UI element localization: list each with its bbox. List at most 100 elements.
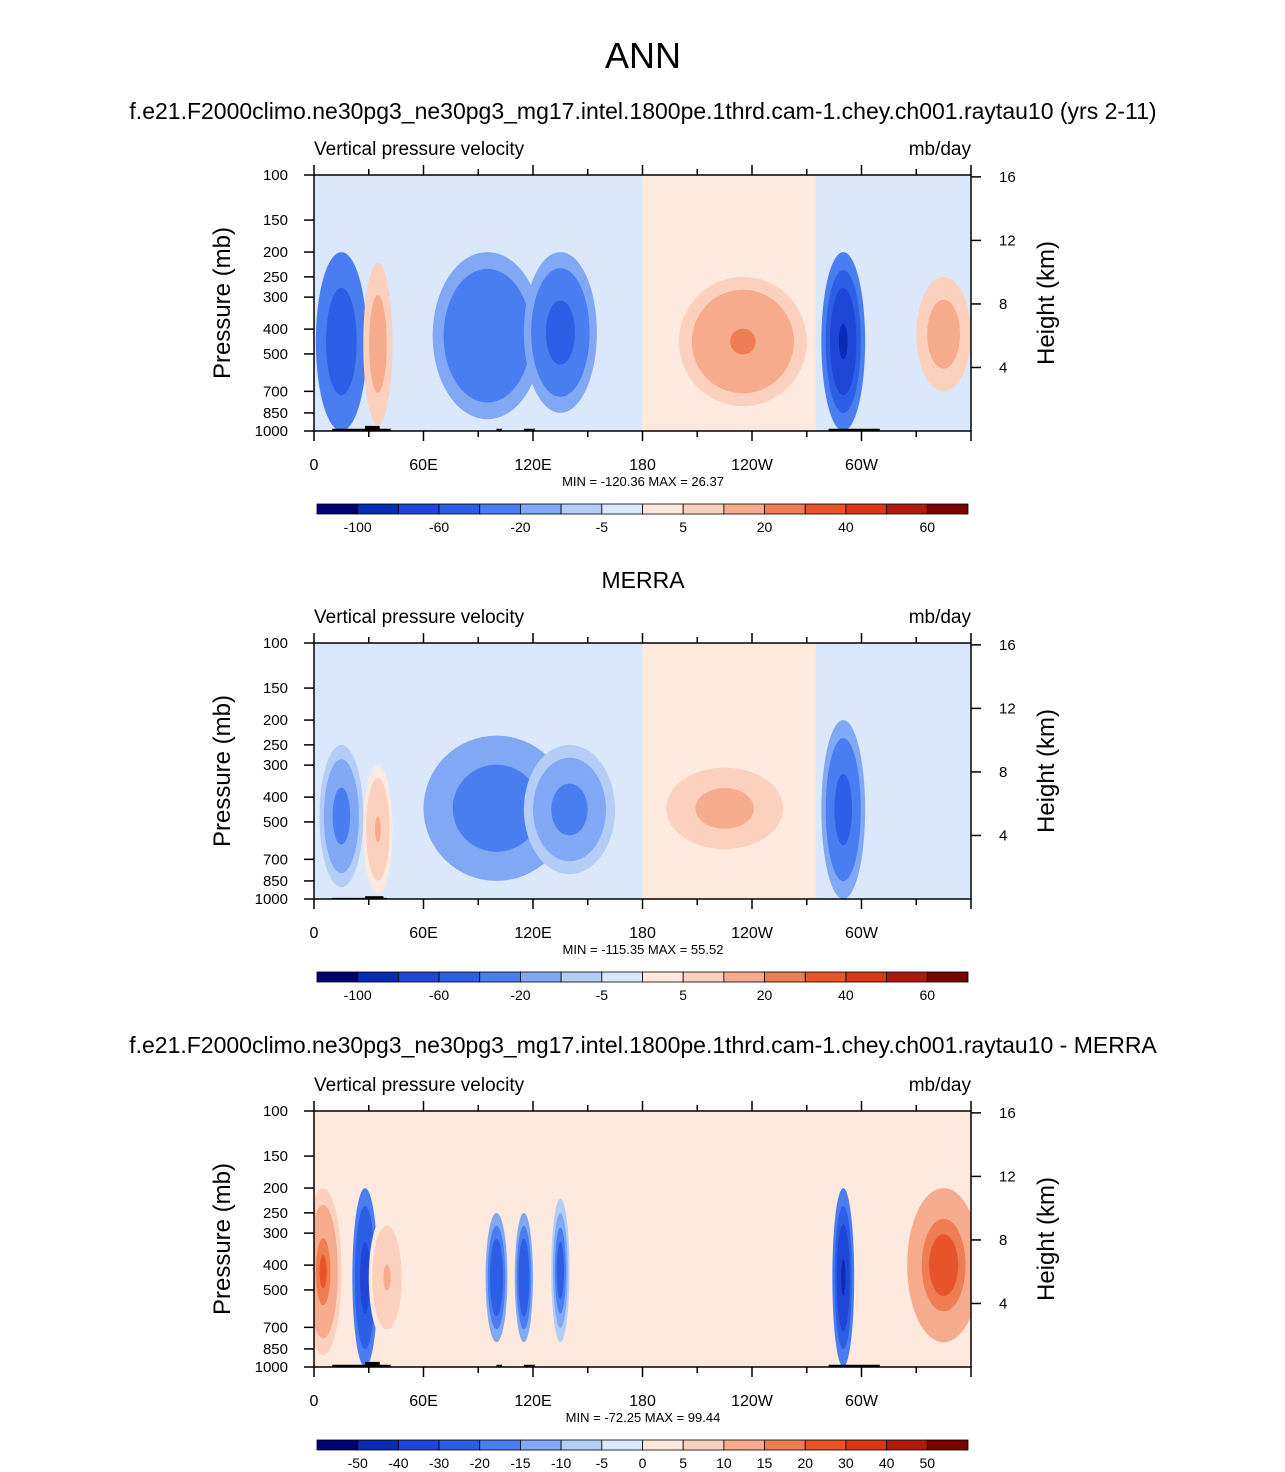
colorbar-label: -50 [348, 1455, 368, 1471]
colorbar-swatch [438, 971, 481, 983]
model-caption: f.e21.F2000climo.ne30pg3_ne30pg3_mg17.in… [129, 98, 1156, 124]
colorbar-swatch [845, 503, 888, 515]
colorbar-swatch [723, 1439, 765, 1451]
x-tick-label: 60E [409, 1393, 437, 1410]
height-tick-label: 12 [999, 1168, 1016, 1185]
colorbar-label: 30 [838, 1455, 854, 1471]
height-tick-label: 4 [999, 1295, 1007, 1312]
variable-label: Vertical pressure velocity [314, 607, 525, 628]
colorbar-label: -60 [429, 987, 449, 1003]
contour-feature [710, 798, 740, 819]
contour-feature [336, 801, 346, 831]
colorbar-label: 40 [838, 987, 854, 1003]
x-tick-label: 60E [409, 925, 437, 942]
colorbar-swatch [682, 503, 725, 515]
y-tick-label: 850 [263, 873, 288, 890]
y-tick-label: 700 [263, 851, 288, 868]
y-tick-label: 500 [263, 346, 288, 363]
colorbar-swatch [397, 503, 440, 515]
contour-feature [730, 328, 756, 355]
units-label: mb/day [909, 1075, 972, 1096]
colorbar-label: -20 [510, 987, 530, 1003]
colorbar-swatch [560, 1439, 603, 1451]
y-tick-label: 200 [263, 244, 288, 261]
colorbar-label: -20 [510, 519, 530, 535]
colorbar-swatch [520, 971, 562, 983]
contour-feature [838, 323, 848, 360]
y-tick-label: 1000 [255, 1359, 288, 1376]
height-tick-label: 8 [999, 296, 1007, 313]
y-tick-label: 100 [263, 167, 288, 184]
diff-caption: f.e21.F2000climo.ne30pg3_ne30pg3_mg17.in… [129, 1032, 1157, 1058]
height-axis-label: Height (km) [1033, 241, 1060, 365]
colorbar-label: -60 [429, 519, 449, 535]
colorbar-swatch [520, 1439, 562, 1451]
colorbar-swatch [601, 971, 643, 983]
x-tick-label: 120W [731, 1393, 774, 1410]
contour-feature [558, 1256, 563, 1285]
y-tick-label: 150 [263, 680, 288, 697]
colorbar-swatch [764, 971, 806, 983]
y-tick-label: 500 [263, 1282, 288, 1299]
colorbar-swatch [723, 503, 765, 515]
height-tick-label: 16 [999, 637, 1016, 654]
contour-feature [374, 816, 381, 843]
topography-mask [523, 1364, 535, 1367]
height-tick-label: 16 [999, 1105, 1016, 1122]
colorbar-label: -40 [388, 1455, 408, 1471]
y-axis-label: Pressure (mb) [209, 1163, 236, 1315]
colorbar-swatch [316, 503, 359, 515]
height-axis-label: Height (km) [1033, 709, 1060, 833]
x-tick-label: 60E [409, 457, 437, 474]
y-tick-label: 300 [263, 289, 288, 306]
min-max-stats: MIN = -72.25 MAX = 99.44 [566, 1410, 721, 1425]
colorbar-label: 40 [879, 1455, 895, 1471]
contour-feature [553, 316, 568, 349]
contour-feature [383, 1264, 391, 1291]
contour-feature [374, 327, 381, 361]
y-tick-label: 850 [263, 1341, 288, 1358]
colorbar-label: -100 [344, 519, 372, 535]
colorbar-label: -10 [551, 1455, 571, 1471]
colorbar-swatch [682, 1439, 725, 1451]
colorbar-swatch [479, 971, 521, 983]
contour-feature [494, 1264, 499, 1291]
y-tick-label: 150 [263, 212, 288, 229]
colorbar-swatch [642, 971, 684, 983]
variable-label: Vertical pressure velocity [314, 1075, 525, 1096]
topography-mask [365, 425, 380, 431]
colorbar-swatch [438, 503, 481, 515]
y-tick-label: 850 [263, 405, 288, 422]
x-tick-label: 180 [629, 925, 656, 942]
colorbar-swatch [886, 1439, 928, 1451]
height-tick-label: 4 [999, 359, 1007, 376]
colorbar-swatch [642, 503, 684, 515]
obs-panel: Vertical pressure velocity mb/day 100 150 20… [209, 607, 1060, 1003]
y-tick-label: 700 [263, 1319, 288, 1336]
y-tick-label: 200 [263, 712, 288, 729]
y-tick-label: 250 [263, 269, 288, 286]
colorbar-swatch [926, 503, 969, 515]
colorbar-swatch [764, 503, 806, 515]
y-axis-label: Pressure (mb) [209, 227, 236, 379]
colorbar-swatch [886, 503, 928, 515]
colorbar-swatch [682, 971, 725, 983]
height-tick-label: 4 [999, 827, 1007, 844]
model-panel: Vertical pressure velocity mb/day 100 150 20… [209, 139, 1060, 535]
topography-mask [332, 428, 391, 431]
colorbar-label: 5 [679, 1455, 687, 1471]
colorbar-swatch [397, 1439, 440, 1451]
y-tick-label: 400 [263, 321, 288, 338]
colorbar-swatch [316, 1439, 359, 1451]
y-tick-label: 100 [263, 635, 288, 652]
colorbar-label: 5 [679, 519, 687, 535]
colorbar-label: 20 [797, 1455, 813, 1471]
topography-mask [365, 1361, 380, 1367]
x-tick-label: 120E [514, 925, 551, 942]
contour-feature [319, 1254, 327, 1289]
x-tick-label: 60W [845, 1393, 879, 1410]
obs-caption: MERRA [601, 567, 685, 593]
colorbar-label: 0 [639, 1455, 647, 1471]
contour-feature [362, 1259, 368, 1296]
